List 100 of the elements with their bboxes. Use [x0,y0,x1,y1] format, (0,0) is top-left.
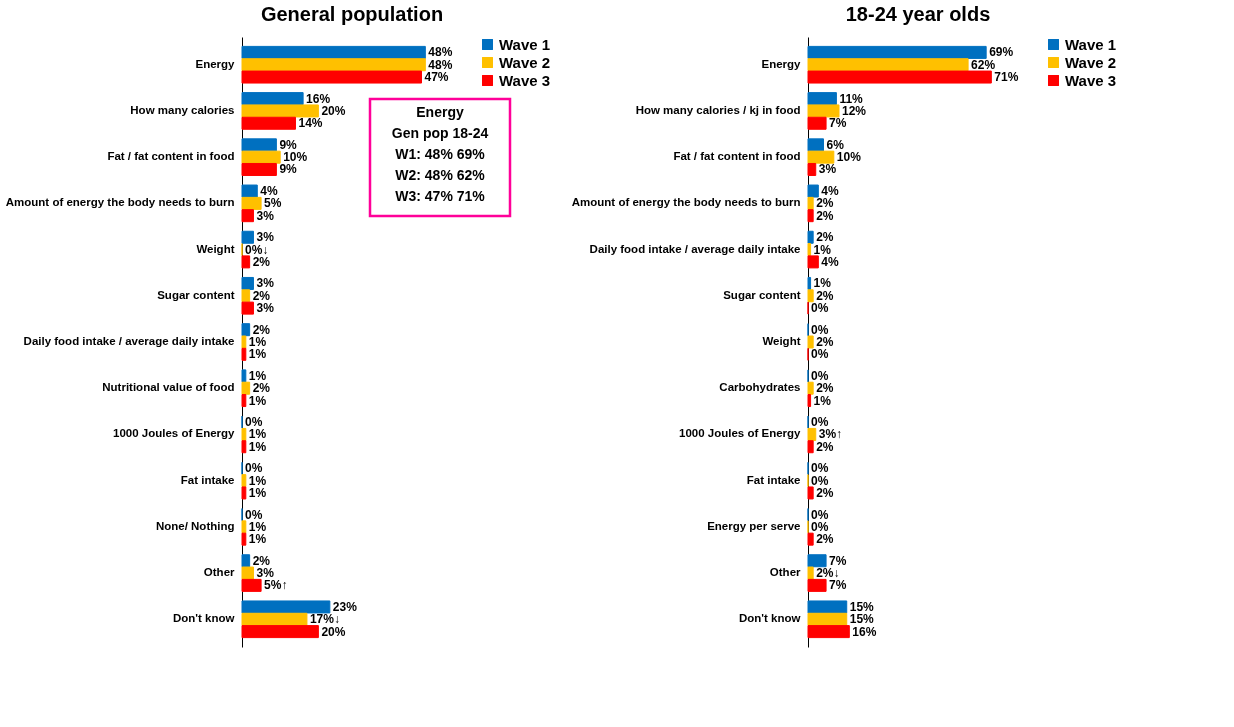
bar [241,70,423,84]
bar [807,209,814,223]
bar [241,162,277,176]
y-tick-label: Sugar content [723,288,801,301]
data-label: 4% [821,254,839,269]
data-label: 9% [279,162,298,177]
bar [807,150,835,164]
data-label: 1% [248,485,267,500]
bar [807,116,827,130]
data-label: 1% [813,276,832,291]
chart-title: General population [260,3,444,25]
bar [241,335,247,349]
data-label: 2% [816,288,834,303]
bar [807,289,814,303]
y-tick-label: Fat intake [746,473,801,486]
y-tick-label: Don't know [172,612,235,625]
bar [241,116,296,130]
bar [241,289,251,303]
data-label: 2% [816,335,834,349]
bar [241,600,331,614]
bar [807,335,814,349]
bar [807,45,987,59]
bar [807,566,814,580]
data-label: 2% [816,230,834,245]
legend-label: Wave 1 [1065,35,1117,53]
data-label: 0% [811,301,829,316]
bar [241,612,308,626]
bar [241,394,247,408]
bar [241,323,251,337]
bar [807,276,812,290]
y-tick-label: Daily food intake / average daily intake [23,335,235,347]
bar [807,554,827,568]
bar [807,381,814,395]
data-label: 1% [248,519,267,534]
data-label: 0% [811,368,829,383]
data-label: 6% [826,137,845,152]
data-label: 1% [813,393,832,408]
data-label: 48% [428,57,453,72]
data-label: 3% [256,230,275,245]
bar [807,162,817,176]
data-label: 2% [252,553,271,568]
data-label: 1% [248,347,267,362]
legend-label: Wave 2 [1065,53,1117,71]
bar [807,70,992,84]
data-label: 9% [279,137,298,152]
bar [807,440,814,454]
bar [241,440,247,454]
bar [241,347,247,361]
data-label: 2% [816,485,834,500]
y-tick-label: Fat intake [180,473,235,486]
bar [807,255,819,269]
bar [241,520,247,534]
y-tick-label: Sugar content [157,288,235,301]
y-tick-label: Daily food intake / average daily intake [589,242,801,255]
data-label: 1% [248,427,267,442]
bar [241,184,258,198]
bar [807,104,840,118]
bar [241,150,281,164]
legend-label: Wave 1 [499,35,551,53]
bar [241,301,254,315]
bar [807,184,819,198]
y-tick-label: Other [769,566,802,579]
data-label: 47% [424,70,449,85]
bar [807,532,814,546]
data-label: 0% [811,461,829,476]
bar [241,255,251,269]
data-label: 15% [849,599,875,614]
bar [241,58,426,72]
annotation: Gen pop 18-24 [391,125,489,141]
legend-label: Wave 3 [1065,71,1117,89]
bar [241,196,262,210]
data-label: 16% [306,91,331,106]
bar [241,625,319,639]
data-label: 0%↓ [245,242,269,257]
data-label: 7% [829,116,847,131]
bar [807,427,817,441]
data-label: 1% [248,473,267,488]
bar [241,578,262,592]
data-label: 4% [260,184,278,199]
bar [807,578,827,592]
data-label: 1% [248,532,267,547]
bar [807,394,812,408]
y-tick-label: Other [203,566,236,579]
data-label: 2% [816,208,834,223]
data-label: 0% [811,322,829,337]
data-label: 0% [811,507,829,522]
y-tick-label: None/ Nothing [155,519,235,532]
y-tick-label: Energy [761,57,802,70]
data-label: 7% [829,553,847,568]
bar [807,486,814,500]
data-label: 17%↓ [309,612,340,627]
y-tick-label: Fat / fat content in food [107,150,235,163]
data-label: 11% [839,91,864,106]
y-tick-label: 1000 Joules of Energy [679,427,802,440]
data-label: 2% [816,439,834,454]
bar [241,381,251,395]
data-label: 0% [811,347,829,362]
annotation: W2: 48% 62% [395,167,486,183]
bar [241,209,254,223]
data-label: 1% [813,242,832,257]
